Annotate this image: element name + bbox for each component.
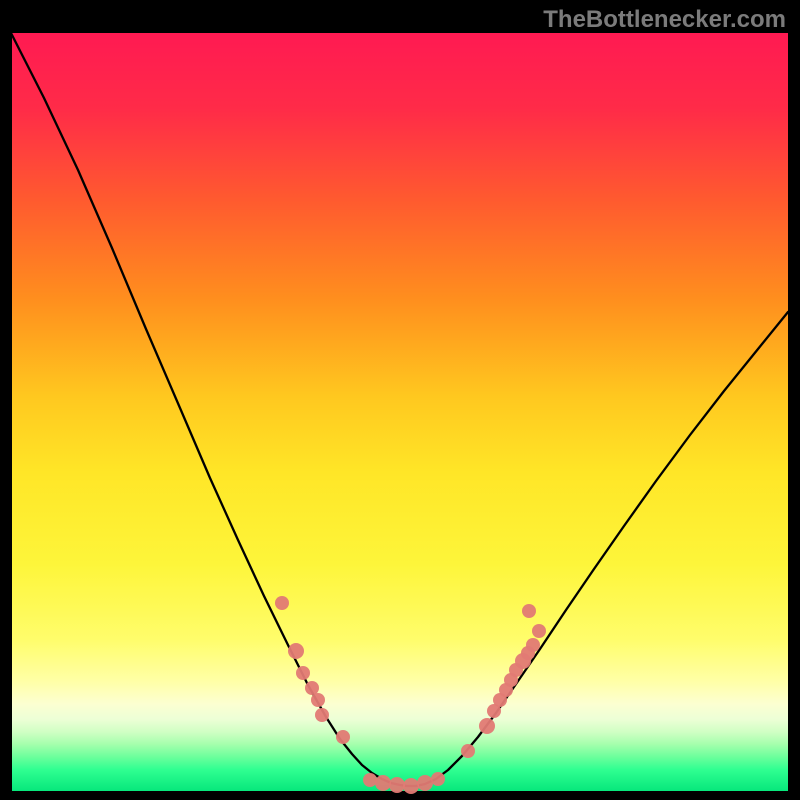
data-marker: [305, 681, 319, 695]
data-marker: [311, 693, 325, 707]
chart-stage: TheBottlenecker.com: [0, 0, 800, 800]
data-marker: [296, 666, 310, 680]
data-marker: [375, 775, 391, 791]
data-marker: [389, 777, 405, 793]
data-marker: [522, 604, 536, 618]
data-marker: [461, 744, 475, 758]
data-marker: [479, 718, 495, 734]
data-marker: [431, 772, 445, 786]
data-marker: [315, 708, 329, 722]
data-marker: [275, 596, 289, 610]
data-marker: [532, 624, 546, 638]
data-marker: [526, 638, 540, 652]
data-marker: [417, 775, 433, 791]
watermark-text: TheBottlenecker.com: [543, 6, 786, 34]
data-marker: [336, 730, 350, 744]
data-marker: [363, 773, 377, 787]
bottleneck-curve: [11, 33, 788, 786]
data-marker: [288, 643, 304, 659]
marker-group: [275, 596, 546, 794]
data-marker: [403, 778, 419, 794]
chart-svg: [0, 0, 800, 800]
